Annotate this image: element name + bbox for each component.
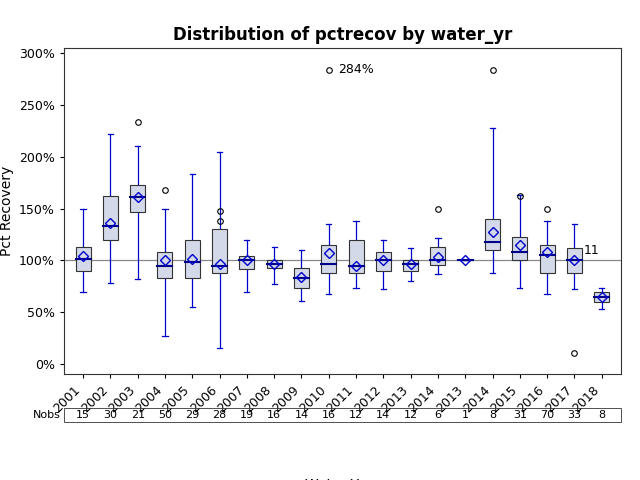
Text: 6: 6 — [435, 410, 442, 420]
Bar — [321, 245, 336, 273]
Text: 50: 50 — [158, 410, 172, 420]
Text: 14: 14 — [294, 410, 308, 420]
Text: 28: 28 — [212, 410, 227, 420]
Text: 11: 11 — [584, 243, 600, 256]
Bar — [594, 291, 609, 302]
Title: Distribution of pctrecov by water_yr: Distribution of pctrecov by water_yr — [173, 25, 512, 44]
Bar — [512, 237, 527, 261]
Bar — [267, 261, 282, 268]
Text: 29: 29 — [185, 410, 200, 420]
Text: 15: 15 — [76, 410, 90, 420]
Bar — [403, 261, 418, 271]
Text: 8: 8 — [489, 410, 496, 420]
Bar — [349, 240, 364, 273]
Bar — [567, 248, 582, 273]
Bar — [103, 196, 118, 240]
Text: 8: 8 — [598, 410, 605, 420]
Text: 1: 1 — [461, 410, 468, 420]
Text: 30: 30 — [104, 410, 117, 420]
X-axis label: Water Year: Water Year — [305, 478, 380, 480]
Bar — [185, 240, 200, 278]
Text: 16: 16 — [322, 410, 336, 420]
Bar — [76, 247, 91, 271]
Bar — [431, 247, 445, 264]
Bar — [212, 229, 227, 273]
Text: 12: 12 — [349, 410, 363, 420]
Bar — [540, 245, 555, 273]
Bar — [157, 252, 173, 278]
Text: 21: 21 — [131, 410, 145, 420]
Text: 31: 31 — [513, 410, 527, 420]
Text: Nobs: Nobs — [33, 410, 61, 420]
Bar — [130, 185, 145, 212]
Y-axis label: Pct Recovery: Pct Recovery — [0, 166, 13, 256]
Text: 70: 70 — [540, 410, 554, 420]
Text: 12: 12 — [404, 410, 418, 420]
Text: 16: 16 — [267, 410, 281, 420]
Bar — [376, 252, 391, 271]
Text: 14: 14 — [376, 410, 390, 420]
Bar — [294, 268, 309, 288]
Text: 19: 19 — [240, 410, 254, 420]
Bar — [485, 219, 500, 250]
Text: 33: 33 — [568, 410, 581, 420]
Text: 284%: 284% — [339, 63, 374, 76]
Bar — [239, 256, 254, 269]
